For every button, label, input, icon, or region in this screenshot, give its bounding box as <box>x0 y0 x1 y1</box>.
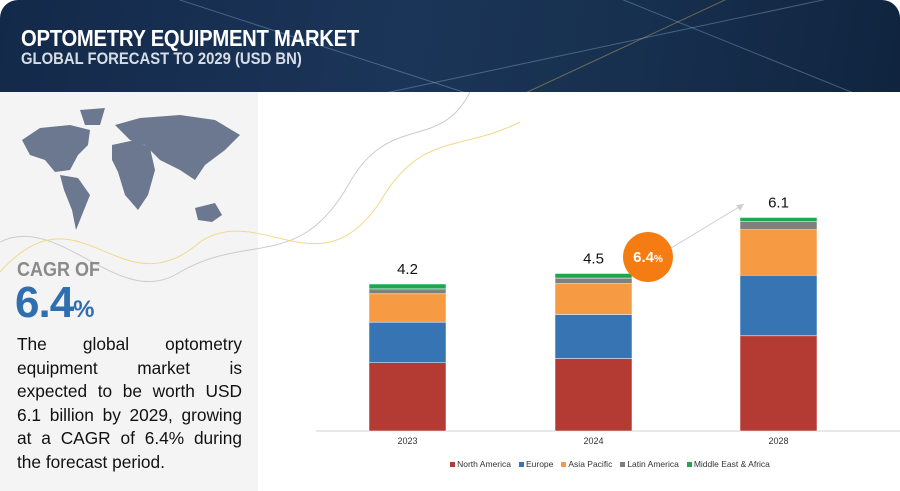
legend-item: Europe <box>518 459 554 469</box>
x-tick-label: 2028 <box>768 436 788 446</box>
legend-label: Asia Pacific <box>568 459 613 469</box>
bar-segment-europe-2028 <box>739 275 818 337</box>
bar-total-label: 4.5 <box>583 251 604 268</box>
page-title: OPTOMETRY EQUIPMENT MARKET <box>21 25 359 51</box>
cagr-bubble: 6.4% <box>623 232 673 282</box>
x-tick-label: 2023 <box>397 436 417 446</box>
legend-label: Latin America <box>627 459 679 469</box>
bar-segment-north-america-2024 <box>554 358 633 432</box>
bar-segment-latin-america-2023 <box>368 288 447 295</box>
legend-swatch <box>620 461 626 467</box>
bar-segment-europe-2023 <box>368 321 447 363</box>
legend-label: Europe <box>525 459 554 469</box>
bar-segment-middle-east-africa-2023 <box>368 283 447 290</box>
cagr-bubble-value: 6.4 <box>633 248 654 266</box>
chart-legend: North America Europe Asia Pacific Latin Ame… <box>0 459 900 469</box>
legend-swatch <box>686 461 692 467</box>
legend-swatch <box>518 461 524 467</box>
legend-swatch <box>561 461 567 467</box>
legend-item: Latin America <box>620 459 679 469</box>
bar-segment-europe-2024 <box>554 314 633 359</box>
bar-segment-latin-america-2028 <box>739 221 818 230</box>
cagr-value: 6.4% <box>15 278 95 328</box>
bar-total-label: 6.1 <box>768 195 789 212</box>
header-banner: OPTOMETRY EQUIPMENT MARKET GLOBAL FORECA… <box>0 0 900 92</box>
cagr-number: 6.4 <box>15 278 74 327</box>
legend-item: North America <box>450 459 511 469</box>
bar-segment-latin-america-2024 <box>554 277 633 284</box>
cagr-unit: % <box>73 296 94 323</box>
bar-segment-middle-east-africa-2028 <box>739 217 818 222</box>
legend-item: Middle East & Africa <box>686 459 770 469</box>
bar-segment-north-america-2023 <box>368 362 447 432</box>
legend-label: Middle East & Africa <box>693 459 770 469</box>
cagr-label: CAGR OF <box>17 259 100 281</box>
bar-segment-asia-pacific-2028 <box>739 229 818 276</box>
bar-segment-middle-east-africa-2024 <box>554 273 633 279</box>
world-map-icon <box>22 108 240 230</box>
decorative-curves <box>0 92 521 283</box>
growth-arrowhead-icon <box>736 204 744 211</box>
bar-segment-asia-pacific-2024 <box>554 283 633 315</box>
cagr-bubble-unit: % <box>653 253 663 265</box>
x-tick-label: 2024 <box>583 436 603 446</box>
bar-segment-north-america-2028 <box>739 335 818 432</box>
legend-swatch <box>450 461 456 467</box>
bar-total-label: 4.2 <box>397 261 418 278</box>
page-subtitle: GLOBAL FORECAST TO 2029 (USD BN) <box>21 50 302 68</box>
bar-segment-asia-pacific-2023 <box>368 293 447 323</box>
legend-label: North America <box>457 459 511 469</box>
market-summary-text: The global optometry equipment market is… <box>17 334 242 472</box>
legend-item: Asia Pacific <box>561 459 612 469</box>
